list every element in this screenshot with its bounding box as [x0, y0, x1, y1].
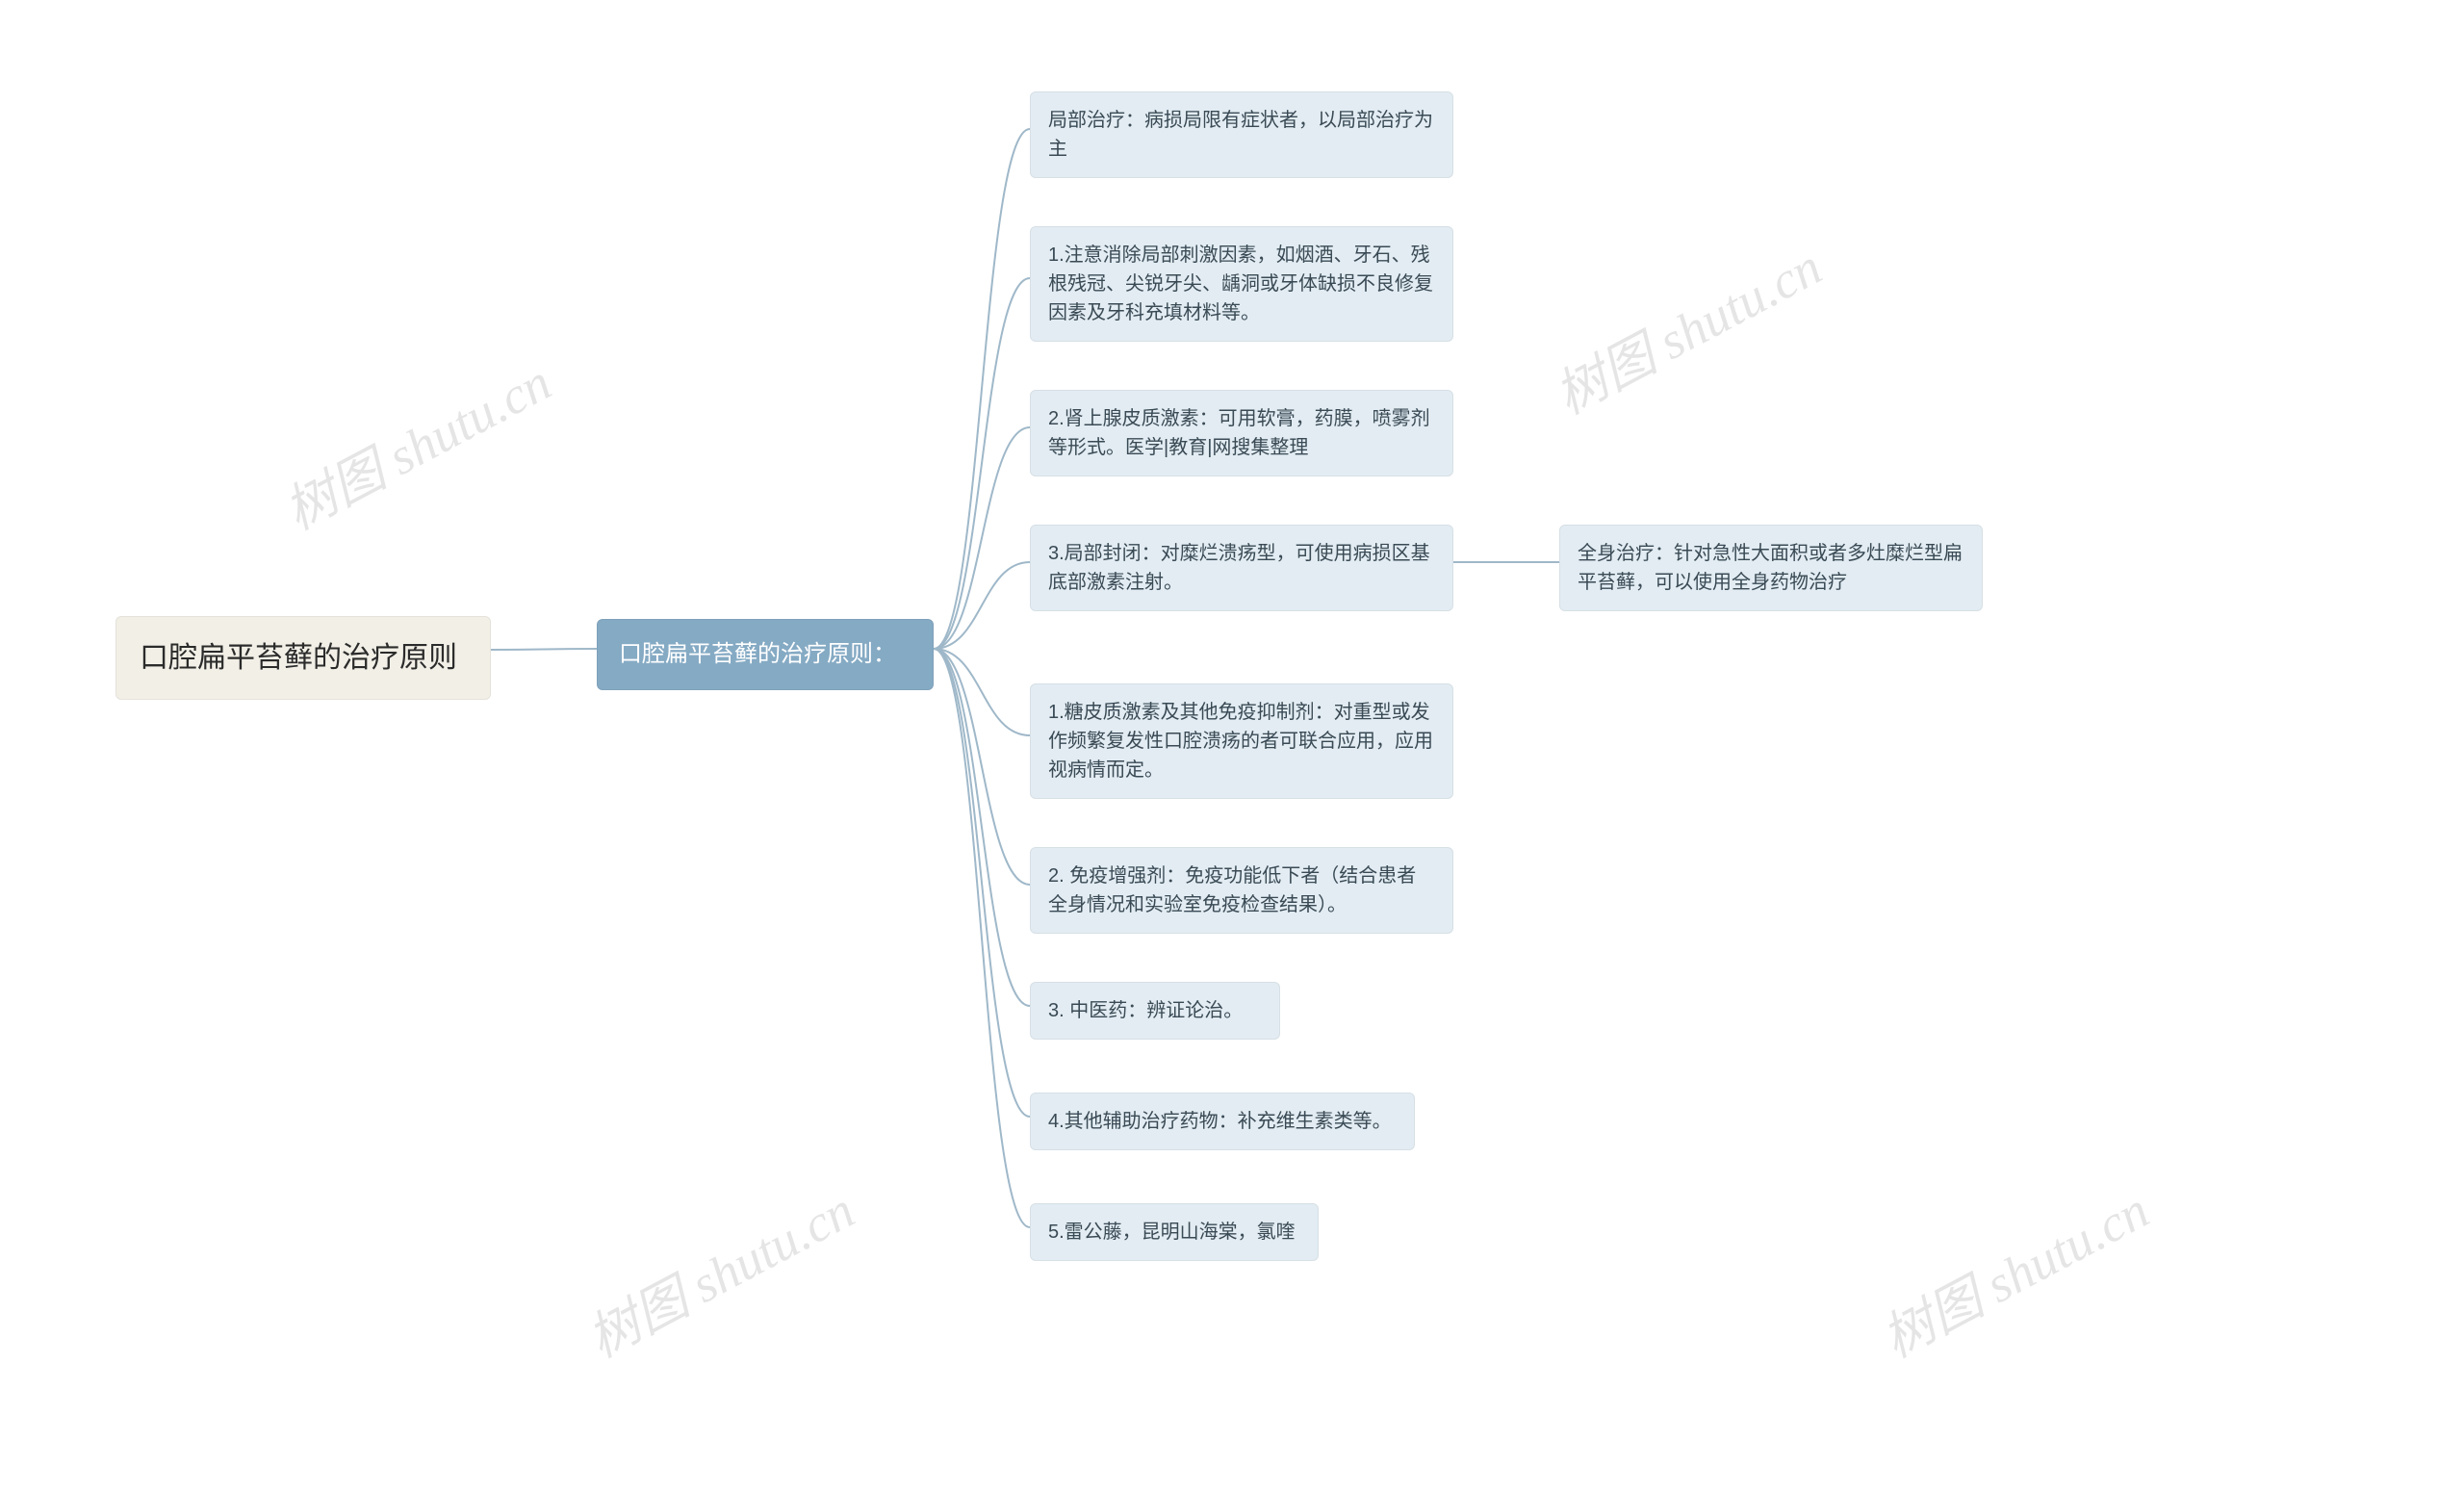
level2-label: 1.糖皮质激素及其他免疫抑制剂：对重型或发作频繁复发性口腔溃疡的者可联合应用，应… [1048, 702, 1433, 781]
level2-node-2[interactable]: 2.肾上腺皮质激素：可用软膏，药膜，喷雾剂等形式。医学|教育|网搜集整理 [1030, 390, 1453, 476]
level3-label: 全身治疗：针对急性大面积或者多灶糜烂型扁平苔藓，可以使用全身药物治疗 [1578, 543, 1963, 593]
root-label: 口腔扁平苔藓的治疗原则 [140, 642, 457, 674]
level2-label: 3.局部封闭：对糜烂溃疡型，可使用病损区基底部激素注射。 [1048, 543, 1430, 593]
level2-label: 5.雷公藤，昆明山海棠，氯喹 [1048, 1222, 1296, 1243]
level2-node-3[interactable]: 3.局部封闭：对糜烂溃疡型，可使用病损区基底部激素注射。 [1030, 525, 1453, 611]
level2-node-7[interactable]: 4.其他辅助治疗药物：补充维生素类等。 [1030, 1093, 1415, 1150]
level2-label: 3. 中医药：辨证论治。 [1048, 1000, 1243, 1021]
level2-node-4[interactable]: 1.糖皮质激素及其他免疫抑制剂：对重型或发作频繁复发性口腔溃疡的者可联合应用，应… [1030, 683, 1453, 799]
level2-node-5[interactable]: 2. 免疫增强剂：免疫功能低下者（结合患者全身情况和实验室免疫检查结果）。 [1030, 847, 1453, 934]
level2-node-0[interactable]: 局部治疗：病损局限有症状者，以局部治疗为主 [1030, 91, 1453, 178]
level2-label: 1.注意消除局部刺激因素，如烟酒、牙石、残根残冠、尖锐牙尖、龋洞或牙体缺损不良修… [1048, 244, 1433, 323]
watermark-1: 树图 shutu.cn [269, 340, 562, 544]
watermark-2: 树图 shutu.cn [1539, 224, 1833, 428]
level3-node[interactable]: 全身治疗：针对急性大面积或者多灶糜烂型扁平苔藓，可以使用全身药物治疗 [1559, 525, 1983, 611]
level2-label: 4.其他辅助治疗药物：补充维生素类等。 [1048, 1111, 1392, 1132]
root-node[interactable]: 口腔扁平苔藓的治疗原则 [116, 616, 491, 700]
watermark-4: 树图 shutu.cn [1866, 1168, 2160, 1372]
level2-label: 局部治疗：病损局限有症状者，以局部治疗为主 [1048, 110, 1433, 160]
watermark-3: 树图 shutu.cn [572, 1168, 865, 1372]
level2-label: 2.肾上腺皮质激素：可用软膏，药膜，喷雾剂等形式。医学|教育|网搜集整理 [1048, 408, 1430, 458]
level1-node[interactable]: 口腔扁平苔藓的治疗原则： [597, 619, 934, 690]
level1-label: 口腔扁平苔藓的治疗原则： [619, 641, 896, 667]
level2-label: 2. 免疫增强剂：免疫功能低下者（结合患者全身情况和实验室免疫检查结果）。 [1048, 865, 1416, 915]
level2-node-8[interactable]: 5.雷公藤，昆明山海棠，氯喹 [1030, 1203, 1319, 1261]
level2-node-1[interactable]: 1.注意消除局部刺激因素，如烟酒、牙石、残根残冠、尖锐牙尖、龋洞或牙体缺损不良修… [1030, 226, 1453, 342]
level2-node-6[interactable]: 3. 中医药：辨证论治。 [1030, 982, 1280, 1040]
